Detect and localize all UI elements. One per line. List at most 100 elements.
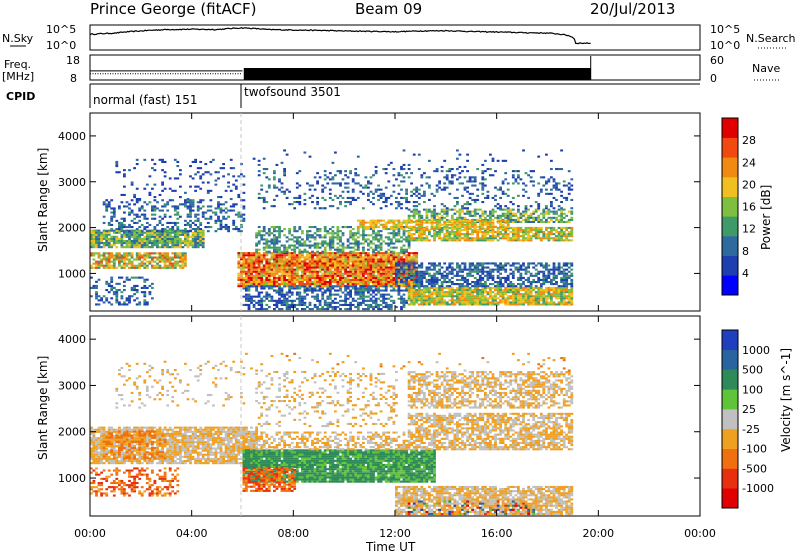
heatmap-cell — [148, 252, 152, 255]
heatmap-cell — [301, 260, 304, 263]
heatmap-cell — [288, 266, 291, 269]
heatmap-cell — [458, 285, 462, 288]
heatmap-cell — [156, 230, 159, 233]
heatmap-cell — [250, 270, 253, 273]
heatmap-cell — [491, 237, 495, 240]
heatmap-cell — [529, 297, 533, 300]
heatmap-cell — [392, 234, 396, 237]
heatmap-cell — [168, 260, 172, 263]
heatmap-cell — [237, 266, 241, 269]
heatmap-cell — [389, 295, 393, 298]
heatmap-cell — [171, 244, 175, 247]
heatmap-cell — [430, 221, 434, 224]
heatmap-cell — [161, 209, 164, 212]
heatmap-cell — [166, 221, 170, 224]
heatmap-cell — [179, 231, 182, 234]
heatmap-cell — [448, 299, 452, 302]
heatmap-cell — [257, 258, 261, 261]
heatmap-cell — [463, 286, 467, 289]
heatmap-cell — [511, 291, 515, 294]
heatmap-cell — [275, 289, 279, 292]
heatmap-cell — [270, 266, 274, 269]
heatmap-cell — [389, 240, 393, 243]
heatmap-cell — [341, 232, 345, 235]
heatmap-cell — [125, 258, 129, 261]
heatmap-cell — [489, 216, 492, 219]
heatmap-cell — [392, 252, 396, 255]
heatmap-cell — [118, 228, 121, 231]
heatmap-cell — [537, 278, 541, 281]
heatmap-cell — [379, 234, 383, 237]
heatmap-cell — [542, 293, 546, 296]
heatmap-cell — [557, 264, 561, 267]
heatmap-cell — [138, 252, 142, 255]
heatmap-cell — [191, 235, 195, 238]
heatmap-cell — [448, 239, 452, 242]
heatmap-cell — [346, 303, 350, 306]
heatmap-cell — [323, 289, 327, 292]
heatmap-cell — [545, 266, 548, 269]
heatmap-cell — [168, 231, 172, 234]
heatmap-cell — [389, 219, 393, 222]
heatmap-cell — [326, 254, 330, 257]
heatmap-cell — [466, 208, 469, 211]
heatmap-cell — [199, 221, 203, 224]
heatmap-cell — [148, 223, 152, 226]
heatmap-cell — [529, 220, 533, 223]
heatmap-cell — [107, 266, 111, 269]
heatmap-cell — [527, 229, 530, 232]
heatmap-cell — [181, 240, 185, 243]
heatmap-cell — [321, 295, 325, 298]
heatmap-cell — [489, 297, 492, 300]
heatmap-cell — [402, 230, 406, 233]
heatmap-cell — [336, 236, 340, 239]
heatmap-cell — [481, 239, 485, 242]
heatmap-cell — [97, 233, 101, 236]
heatmap-cell — [201, 181, 205, 184]
heatmap-cell — [372, 256, 375, 259]
heatmap-cell — [163, 252, 167, 255]
heatmap-cell — [199, 237, 203, 240]
heatmap-cell — [102, 244, 106, 247]
heatmap-cell — [359, 291, 363, 294]
heatmap-cell — [245, 274, 248, 277]
heatmap-cell — [298, 252, 302, 255]
heatmap-cell — [420, 264, 424, 267]
heatmap-cell — [161, 217, 164, 220]
heatmap-cell — [288, 262, 291, 265]
heatmap-cell — [491, 278, 495, 281]
heatmap-cell — [570, 235, 574, 238]
heatmap-cell — [346, 278, 350, 281]
heatmap-cell — [560, 301, 563, 304]
heatmap-cell — [133, 203, 136, 206]
heatmap-cell — [481, 278, 485, 281]
heatmap-cell — [405, 262, 408, 265]
heatmap-cell — [318, 236, 322, 239]
heatmap-cell — [95, 233, 98, 236]
heatmap-cell — [278, 293, 281, 296]
heatmap-cell — [143, 278, 147, 281]
heatmap-cell — [481, 301, 485, 304]
heatmap-cell — [273, 250, 276, 253]
heatmap-cell — [362, 248, 365, 251]
heatmap-cell — [285, 270, 289, 273]
heatmap-cell — [173, 213, 177, 216]
heatmap-cell — [189, 209, 192, 212]
heatmap-cell — [567, 226, 571, 229]
heatmap-cell — [100, 246, 103, 249]
heatmap-cell — [257, 276, 261, 279]
heatmap-cell — [326, 270, 330, 273]
heatmap-cell — [506, 239, 510, 242]
heatmap-cell — [237, 283, 241, 286]
heatmap-cell — [565, 239, 569, 242]
heatmap-cell — [125, 226, 129, 229]
heatmap-cell — [285, 283, 289, 286]
heatmap-cell — [545, 299, 548, 302]
heatmap-cell — [290, 258, 294, 261]
heatmap-cell — [237, 215, 241, 218]
heatmap-cell — [92, 254, 96, 257]
heatmap-cell — [367, 252, 370, 255]
heatmap-cell — [143, 266, 147, 269]
heatmap-cell — [514, 226, 518, 229]
heatmap-cell — [405, 254, 408, 257]
